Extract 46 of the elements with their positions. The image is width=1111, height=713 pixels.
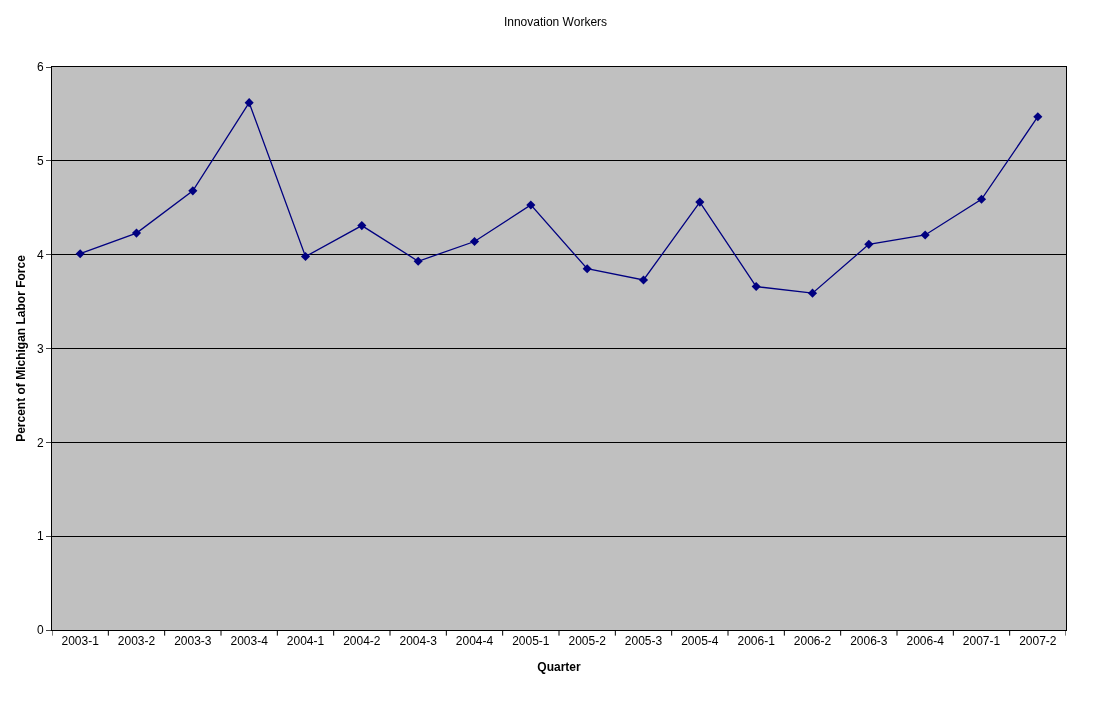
- x-tick-label: 2003-2: [117, 634, 156, 649]
- point: [695, 197, 705, 207]
- point: [638, 275, 649, 285]
- point: [751, 282, 761, 292]
- x-tick-label: 2003-1: [61, 634, 100, 649]
- point: [469, 236, 480, 247]
- x-tick-label: 2004-2: [343, 634, 381, 649]
- y-tick-label: 4: [36, 247, 44, 262]
- point: [188, 186, 198, 196]
- y-tick-label: 0: [36, 623, 44, 638]
- point: [413, 256, 423, 266]
- y-tick-label: 2: [36, 435, 44, 450]
- chart-title: Innovation Workers: [503, 15, 608, 30]
- x-tick-label: 2006-3: [850, 634, 888, 649]
- x-tick-label: 2005-3: [624, 634, 663, 649]
- point: [357, 221, 367, 231]
- point: [976, 194, 987, 204]
- x-tick-label: 2006-1: [737, 634, 776, 649]
- x-tick-label: 2005-2: [568, 634, 607, 649]
- point: [244, 98, 254, 108]
- point: [75, 249, 85, 259]
- point: [582, 264, 592, 274]
- x-tick-label: 2007-2: [1019, 634, 1057, 649]
- y-tick-label: 6: [36, 60, 44, 75]
- point: [807, 288, 818, 298]
- point: [920, 230, 930, 240]
- x-tick-label: 2004-3: [399, 634, 438, 649]
- y-tick-label: 5: [36, 154, 44, 169]
- point: [300, 251, 311, 262]
- x-tick-label: 2005-1: [512, 634, 550, 649]
- point: [864, 239, 874, 249]
- x-axis-title: Quarter: [537, 660, 581, 675]
- y-tick-label: 1: [36, 529, 44, 544]
- point: [526, 200, 536, 210]
- x-tick-label: 2005-4: [681, 634, 719, 649]
- x-tick-label: 2004-1: [286, 634, 325, 649]
- x-tick-label: 2006-4: [906, 634, 945, 649]
- x-tick-label: 2007-1: [962, 634, 1001, 649]
- x-tick-label: 2004-4: [455, 634, 494, 649]
- x-tick-label: 2003-3: [174, 634, 212, 649]
- y-tick-label: 3: [36, 341, 44, 356]
- x-tick-label: 2003-4: [230, 634, 269, 649]
- point: [1033, 112, 1043, 122]
- point: [131, 228, 142, 238]
- x-tick-label: 2006-2: [793, 634, 832, 649]
- y-axis-title: Percent of Michigan Labor Force: [14, 254, 29, 442]
